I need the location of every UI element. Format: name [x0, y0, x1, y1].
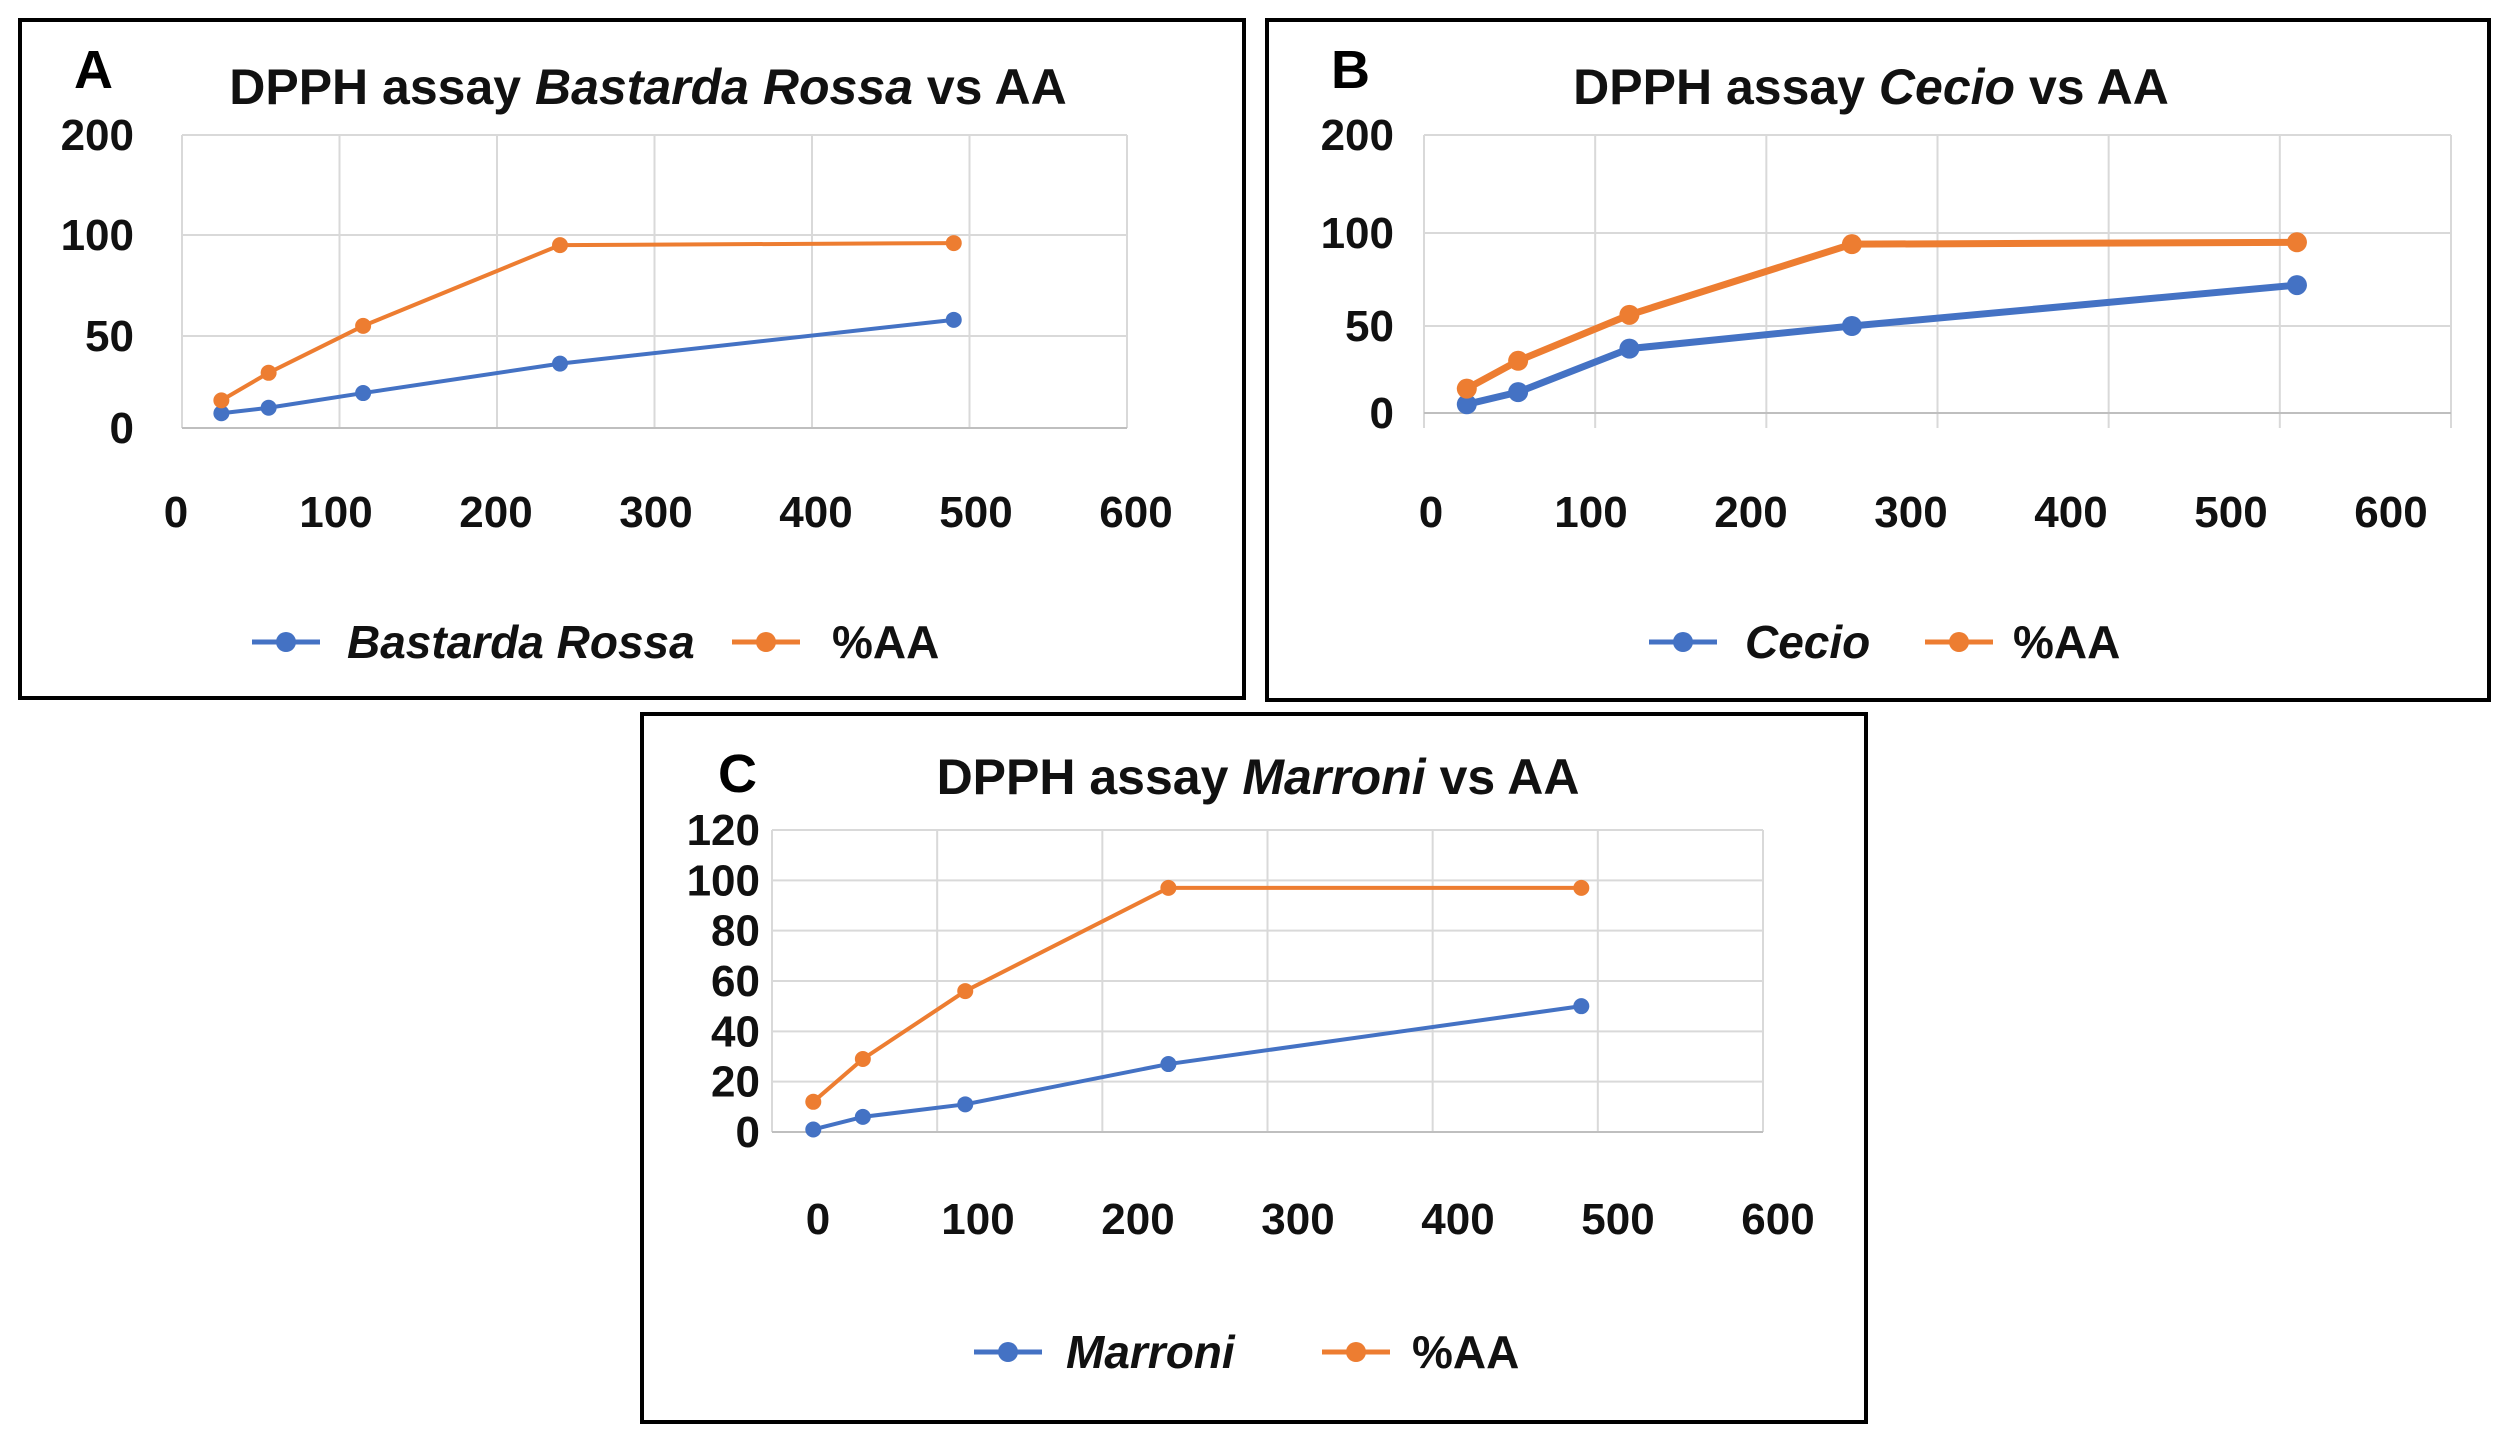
x-tick-label: 300 — [1261, 1195, 1334, 1244]
data-point — [805, 1121, 822, 1138]
x-tick-label: 400 — [779, 488, 852, 537]
legend-marker — [998, 1342, 1018, 1362]
x-tick-label: 600 — [2354, 488, 2427, 537]
legend-label: Bastarda Rossa — [347, 616, 695, 668]
legend-label: %AA — [1412, 1326, 1519, 1378]
data-point — [945, 311, 962, 328]
chart-panel-c: C DPPH assay Marroni vs AA 0 20 40 60 80 100 1… — [640, 712, 1868, 1424]
x-tick-label: 600 — [1099, 488, 1172, 537]
chart-title: DPPH assay Bastarda Rossa vs AA — [229, 59, 1066, 115]
y-tick-label: 200 — [1321, 111, 1394, 160]
data-point — [2286, 232, 2307, 253]
x-tick-label: 100 — [941, 1195, 1014, 1244]
data-point — [1508, 350, 1529, 371]
legend-label: %AA — [2013, 616, 2120, 668]
legend-marker — [1346, 1342, 1366, 1362]
plot-area: 0 50 100 200 0 100 200 300 400 500 600 Cecio %AA — [1321, 111, 2452, 668]
x-tick-label: 200 — [1101, 1195, 1174, 1244]
legend-label: %AA — [832, 616, 939, 668]
x-tick-label: 300 — [1874, 488, 1947, 537]
panel-letter: B — [1331, 40, 1370, 100]
x-tick-label: 300 — [619, 488, 692, 537]
data-point — [945, 235, 962, 252]
data-point — [805, 1093, 822, 1110]
x-tick-label: 100 — [299, 488, 372, 537]
legend-marker — [1949, 632, 1969, 652]
legend-marker — [1673, 632, 1693, 652]
y-tick-label: 200 — [61, 111, 134, 160]
x-tick-label: 0 — [1419, 488, 1443, 537]
data-point — [854, 1051, 871, 1068]
data-point — [1456, 394, 1477, 415]
series-line — [812, 1004, 1582, 1132]
data-point — [2286, 275, 2307, 296]
data-point — [213, 392, 230, 409]
data-point — [1573, 879, 1590, 896]
chart-title: DPPH assay Marroni vs AA — [937, 749, 1580, 805]
y-tick-label: 50 — [1345, 302, 1394, 351]
chart-title: DPPH assay Cecio vs AA — [1573, 59, 2169, 115]
data-point — [1841, 316, 1862, 336]
data-point — [552, 237, 568, 254]
data-point — [1841, 234, 1862, 255]
data-point — [1619, 338, 1640, 359]
x-tick-label: 200 — [459, 488, 532, 537]
y-tick-label: 40 — [711, 1007, 760, 1056]
y-tick-label: 0 — [1370, 389, 1394, 438]
data-point — [213, 405, 230, 422]
data-point — [260, 399, 277, 416]
x-tick-label: 100 — [1554, 488, 1627, 537]
chart-b-svg: B DPPH assay Cecio vs AA 0 50 100 200 0 100 20… — [1321, 40, 2452, 668]
legend-label: Cecio — [1745, 616, 1870, 668]
y-tick-label: 80 — [711, 907, 760, 956]
data-point — [957, 983, 974, 1000]
y-tick-label: 100 — [1321, 209, 1394, 258]
legend-label: Marroni — [1066, 1326, 1236, 1378]
x-tick-label: 600 — [1741, 1195, 1814, 1244]
y-tick-label: 100 — [61, 211, 134, 260]
plot-area: 0 50 100 200 0 100 200 300 400 500 600 Bastarda Ros… — [61, 111, 1173, 668]
x-tick-label: 400 — [1421, 1195, 1494, 1244]
y-tick-label: 100 — [687, 856, 760, 905]
chart-panel-b: B DPPH assay Cecio vs AA 0 50 100 200 0 100 20… — [1265, 18, 2491, 702]
x-tick-label: 0 — [806, 1195, 830, 1244]
y-tick-label: 0 — [736, 1108, 760, 1157]
data-point — [260, 364, 277, 381]
chart-a-svg: A DPPH assay Bastarda Rossa vs AA 0 50 100… — [61, 40, 1173, 668]
panel-letter: A — [74, 40, 113, 100]
x-tick-label: 0 — [164, 488, 188, 537]
data-point — [1456, 378, 1477, 399]
legend-marker — [756, 632, 776, 652]
x-tick-label: 500 — [1581, 1195, 1654, 1244]
data-point — [355, 317, 372, 334]
panel-letter: C — [718, 744, 757, 804]
x-tick-label: 200 — [1714, 488, 1787, 537]
y-tick-label: 60 — [711, 957, 760, 1006]
series-line — [1465, 281, 2298, 408]
data-point — [1508, 382, 1529, 403]
data-point — [1160, 1056, 1177, 1073]
chart-panel-a: A DPPH assay Bastarda Rossa vs AA 0 50 100… — [18, 18, 1246, 700]
series-line — [220, 241, 954, 403]
series-line — [221, 317, 954, 416]
y-tick-label: 0 — [110, 404, 134, 453]
x-tick-label: 400 — [2034, 488, 2107, 537]
data-point — [552, 355, 568, 372]
legend-marker — [276, 632, 296, 652]
y-tick-label: 120 — [687, 806, 760, 855]
data-point — [1619, 304, 1640, 325]
data-point — [854, 1108, 871, 1125]
data-point — [1573, 998, 1590, 1015]
data-point — [355, 385, 372, 402]
data-point — [1160, 879, 1177, 896]
series-line — [811, 885, 1582, 1104]
y-tick-label: 20 — [711, 1058, 760, 1107]
chart-c-svg: C DPPH assay Marroni vs AA 0204060801001… — [687, 744, 1815, 1378]
y-tick-label: 50 — [85, 312, 134, 361]
x-tick-label: 500 — [939, 488, 1012, 537]
data-point — [957, 1096, 974, 1113]
x-tick-label: 500 — [2194, 488, 2267, 537]
